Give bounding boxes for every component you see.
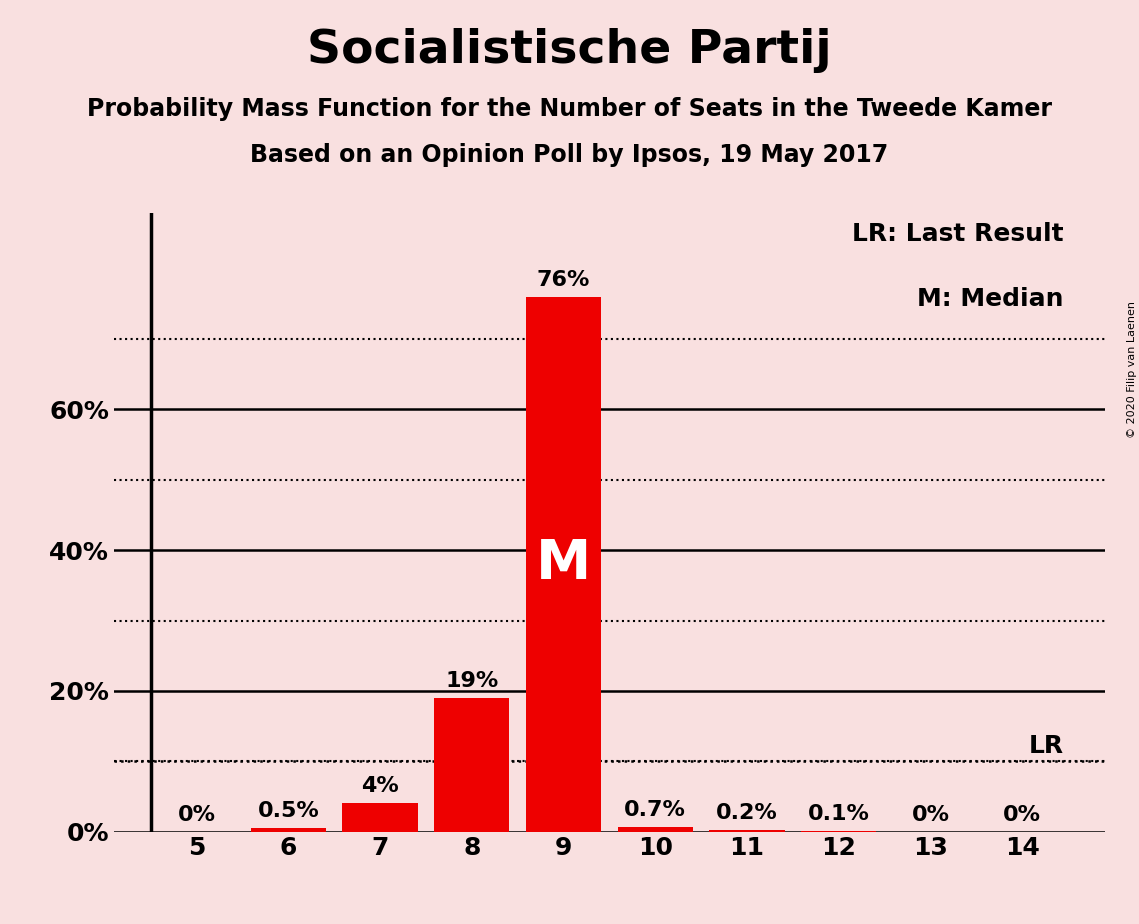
Text: 0%: 0%: [178, 805, 215, 824]
Text: 0%: 0%: [911, 805, 950, 824]
Text: 0.2%: 0.2%: [716, 803, 778, 823]
Bar: [251, 828, 326, 832]
Text: 0.1%: 0.1%: [808, 804, 870, 824]
Text: 0.7%: 0.7%: [624, 799, 686, 820]
Bar: [434, 698, 509, 832]
Text: LR: LR: [1029, 734, 1064, 758]
Bar: [526, 297, 601, 832]
Text: Socialistische Partij: Socialistische Partij: [308, 28, 831, 73]
Bar: [617, 827, 693, 832]
Text: Based on an Opinion Poll by Ipsos, 19 May 2017: Based on an Opinion Poll by Ipsos, 19 Ma…: [251, 143, 888, 167]
Text: Probability Mass Function for the Number of Seats in the Tweede Kamer: Probability Mass Function for the Number…: [87, 97, 1052, 121]
Text: 0%: 0%: [1003, 805, 1041, 824]
Text: 0.5%: 0.5%: [257, 801, 319, 821]
Text: © 2020 Filip van Laenen: © 2020 Filip van Laenen: [1126, 301, 1137, 438]
Text: 4%: 4%: [361, 776, 399, 796]
Bar: [710, 830, 785, 832]
Bar: [343, 804, 418, 832]
Text: LR: Last Result: LR: Last Result: [852, 222, 1064, 246]
Text: M: Median: M: Median: [917, 286, 1064, 310]
Text: M: M: [535, 537, 591, 591]
Text: 76%: 76%: [536, 270, 590, 290]
Text: 19%: 19%: [445, 671, 499, 691]
